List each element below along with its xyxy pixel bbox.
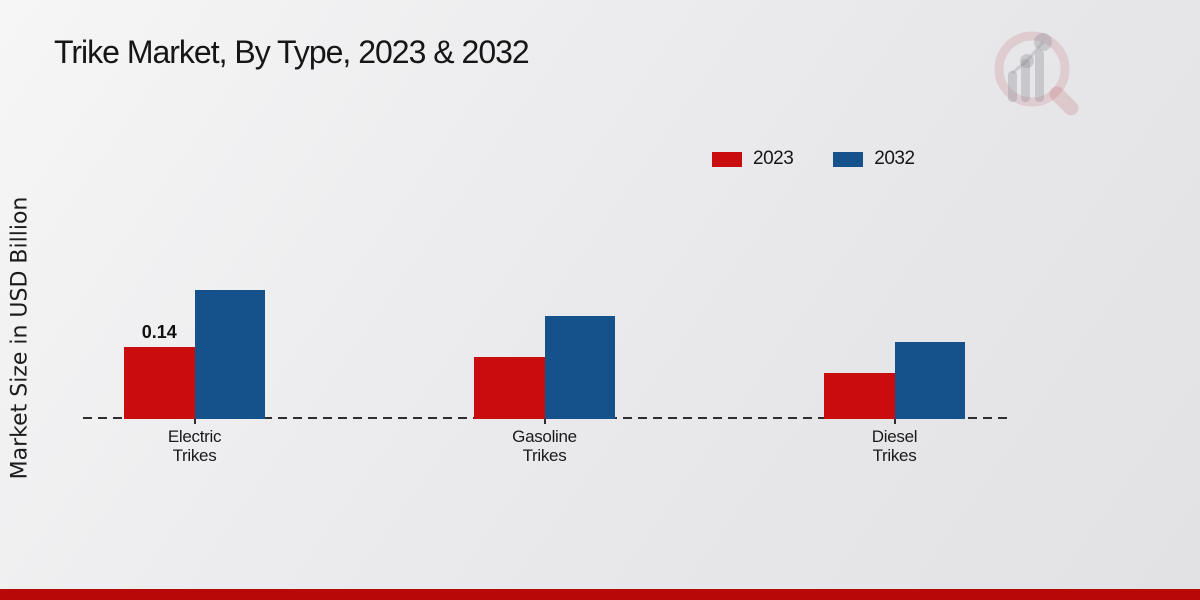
legend-swatch-2023 xyxy=(712,151,742,167)
bar-2023-electric-trikes xyxy=(124,346,195,419)
category-label-diesel-trikes: Diesel Trikes xyxy=(871,427,918,465)
legend-swatch-2032 xyxy=(833,151,864,167)
legend-item-2032: 2032 xyxy=(833,148,915,170)
bar-2023-gasoline-trikes xyxy=(474,357,545,419)
legend: 2023 2032 xyxy=(712,148,915,170)
bar-2032-gasoline-trikes xyxy=(544,316,615,419)
x-axis-tick xyxy=(193,419,196,424)
legend-item-2023: 2023 xyxy=(712,148,794,170)
category-label-gasoline-trikes: Gasoline Trikes xyxy=(512,427,577,465)
footer-red-band xyxy=(0,589,1200,600)
legend-label-2023: 2023 xyxy=(753,148,794,169)
bar-2023-diesel-trikes xyxy=(824,372,895,419)
category-label-electric-trikes: Electric Trikes xyxy=(167,427,222,465)
chart-title: Trike Market, By Type, 2023 & 2032 xyxy=(54,34,530,70)
x-axis-tick xyxy=(893,419,896,424)
x-axis-tick xyxy=(543,419,546,424)
magnifier-bar-chart-logo-icon xyxy=(994,31,1079,116)
legend-label-2032: 2032 xyxy=(874,148,915,169)
bar-value-label: 0.14 xyxy=(141,321,177,342)
bar-2032-diesel-trikes xyxy=(894,341,965,419)
bar-2032-electric-trikes xyxy=(194,290,265,419)
